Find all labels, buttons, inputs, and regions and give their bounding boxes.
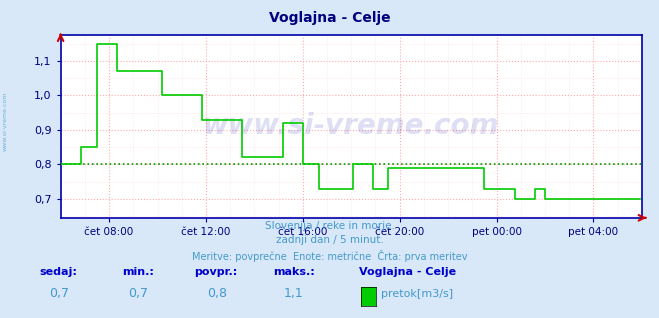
Text: pretok[m3/s]: pretok[m3/s] <box>381 289 453 299</box>
Text: 0,8: 0,8 <box>208 287 227 300</box>
Text: www.si-vreme.com: www.si-vreme.com <box>3 91 8 151</box>
Text: zadnji dan / 5 minut.: zadnji dan / 5 minut. <box>275 235 384 245</box>
Text: Voglajna - Celje: Voglajna - Celje <box>269 11 390 25</box>
Text: maks.:: maks.: <box>273 267 315 277</box>
Text: sedaj:: sedaj: <box>40 267 77 277</box>
Text: Slovenija / reke in morje.: Slovenija / reke in morje. <box>264 221 395 231</box>
Text: 0,7: 0,7 <box>129 287 148 300</box>
Text: 0,7: 0,7 <box>49 287 69 300</box>
Text: povpr.:: povpr.: <box>194 267 238 277</box>
Text: Voglajna - Celje: Voglajna - Celje <box>359 267 456 277</box>
Text: 1,1: 1,1 <box>283 287 303 300</box>
Text: www.si-vreme.com: www.si-vreme.com <box>203 112 500 141</box>
Text: Meritve: povprečne  Enote: metrične  Črta: prva meritev: Meritve: povprečne Enote: metrične Črta:… <box>192 250 467 262</box>
Text: min.:: min.: <box>122 267 154 277</box>
